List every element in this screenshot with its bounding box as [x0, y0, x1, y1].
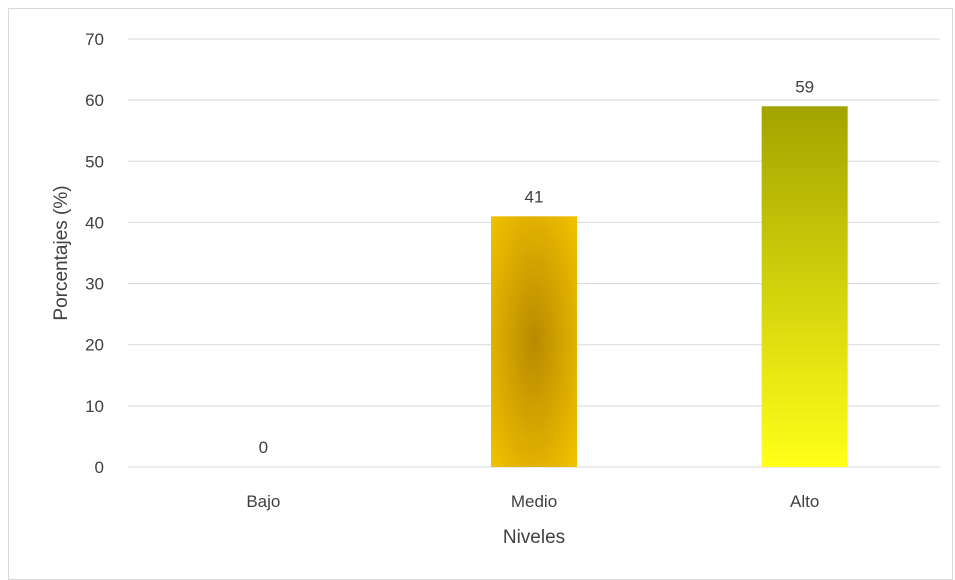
- y-tick-label: 40: [85, 213, 104, 232]
- x-tick-label-medio: Medio: [511, 492, 557, 511]
- x-tick-label-alto: Alto: [790, 492, 819, 511]
- x-axis-ticks: Bajo Medio Alto: [246, 492, 819, 511]
- y-tick-label: 50: [85, 152, 104, 171]
- data-label-medio: 41: [525, 187, 544, 206]
- y-axis-ticks: 0 10 20 30 40 50 60 70: [85, 30, 104, 477]
- x-tick-label-bajo: Bajo: [246, 492, 280, 511]
- y-tick-label: 20: [85, 336, 104, 355]
- y-tick-label: 30: [85, 275, 104, 294]
- bar-alto: [761, 106, 848, 467]
- bars: [491, 106, 848, 467]
- y-tick-label: 10: [85, 397, 104, 416]
- y-axis-title: Porcentajes (%): [51, 185, 72, 320]
- y-tick-label: 70: [85, 30, 104, 49]
- bar-medio: [491, 216, 577, 467]
- y-tick-label: 0: [95, 458, 104, 477]
- y-tick-label: 60: [85, 91, 104, 110]
- data-label-alto: 59: [795, 77, 814, 96]
- data-label-bajo: 0: [259, 438, 268, 457]
- data-labels: 0 41 59: [259, 77, 815, 457]
- x-axis-title: Niveles: [503, 527, 565, 548]
